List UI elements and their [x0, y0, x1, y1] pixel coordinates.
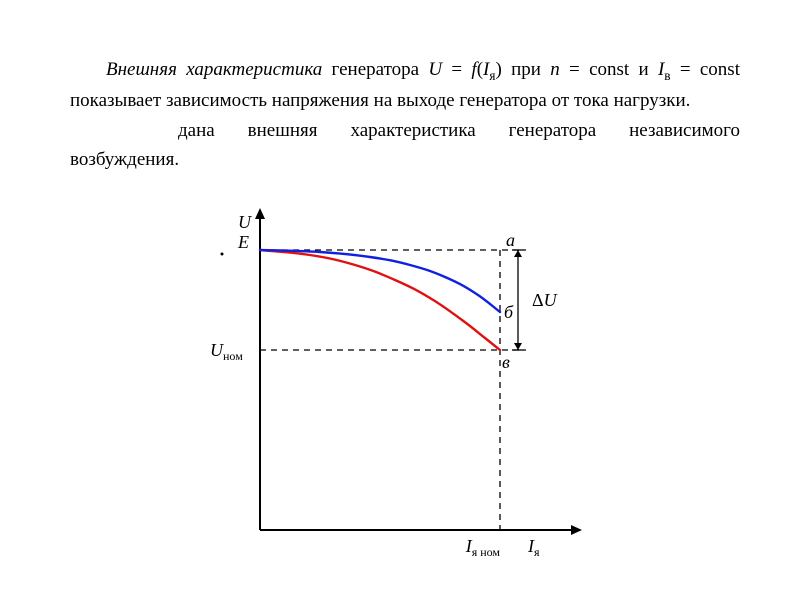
svg-text:б: б — [504, 302, 514, 322]
external-characteristic-chart: UE Uном а б в ΔU Iя ном Iя — [200, 200, 600, 580]
txt: = — [442, 59, 471, 80]
description-paragraph: Внешняя характеристика генератора U = f(… — [70, 55, 740, 175]
svg-text:ΔU: ΔU — [532, 290, 558, 310]
txt: при — [502, 59, 550, 80]
term-italic: Внешняя характеристика — [106, 59, 322, 80]
svg-text:U: U — [238, 212, 252, 232]
svg-text:E: E — [237, 232, 249, 252]
txt-line3: дана внешняя характеристика генератора н… — [70, 120, 740, 170]
eq-n: n — [550, 59, 560, 80]
eq-U: U — [428, 59, 442, 80]
chart-svg: UE Uном а б в ΔU Iя ном Iя — [200, 200, 600, 580]
page: Внешняя характеристика генератора U = f(… — [0, 0, 800, 600]
txt: = const и — [560, 59, 658, 80]
svg-text:в: в — [502, 352, 510, 372]
svg-text:Iя ном: Iя ном — [465, 536, 501, 559]
txt-line2: показывает зависимость напряжения на вых… — [70, 90, 690, 111]
svg-text:Iя: Iя — [527, 536, 540, 559]
txt: = const — [671, 59, 740, 80]
svg-text:Uном: Uном — [210, 340, 243, 363]
txt: генератора — [322, 59, 428, 80]
svg-text:а: а — [506, 230, 515, 250]
